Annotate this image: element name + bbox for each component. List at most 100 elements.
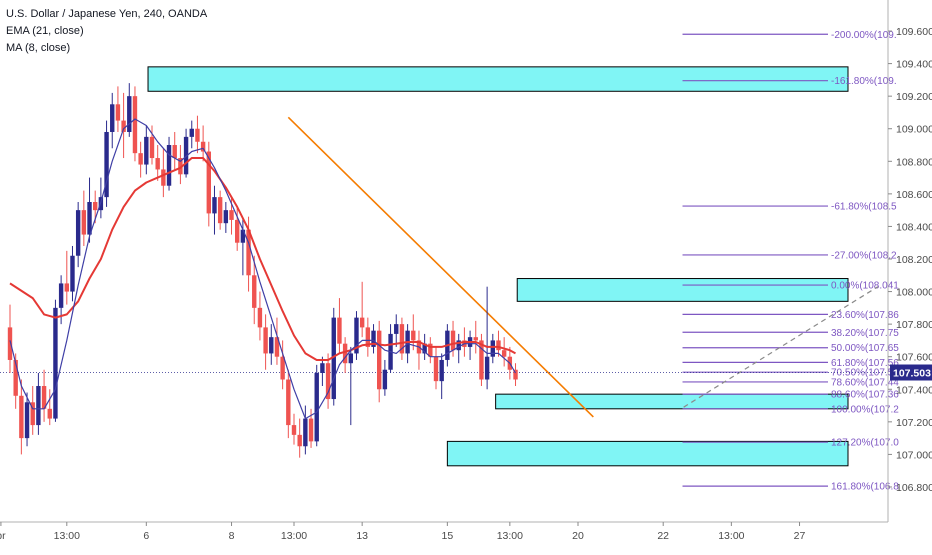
candle-body [280,356,285,380]
candle-body [166,145,172,186]
candle-body [30,402,35,426]
fib-level-label: 50.00%(107.65 [831,343,899,354]
candle-body [286,379,291,426]
trendline [287,116,594,418]
fib-level-label: 0.00%(108.041 [831,281,899,292]
price-axis-label: 109.200 [896,91,932,103]
candle-body [200,141,206,152]
candle-body [127,96,132,132]
fib-level-label: 38.20%(107.75 [831,328,899,339]
time-axis-label: 13 [356,530,368,542]
candle-body [303,418,308,447]
candle-body [212,197,217,214]
price-axis-label: 107.000 [896,449,932,461]
candle-body [382,369,388,390]
candle-body [138,153,143,165]
fib-level-label: 127.20%(107.0 [831,438,899,449]
candle-body [217,197,223,224]
time-axis-label: 13:00 [718,530,744,542]
price-zone-box [147,66,849,92]
candle-body [490,340,495,357]
candle-body [513,369,518,380]
candle-body [172,145,177,159]
fib-level-label: 161.80%(106.8 [831,482,899,493]
candle-body [257,307,263,328]
candle-body [144,136,149,165]
candle-body [354,317,359,354]
candle-body [189,128,194,137]
candle-body [149,136,155,159]
candle-body [206,151,211,214]
candle-body [308,418,314,442]
candle-body [399,324,405,354]
price-axis-label: 109.000 [896,124,932,136]
ema-21-line [9,157,516,361]
time-axis-label: pr [0,530,6,542]
fib-level-label: 100.00%(107.2 [831,404,899,415]
candle-body [450,330,456,351]
candle-body [178,158,183,175]
price-axis-label: 107.400 [896,384,932,396]
candle-body [246,229,251,276]
candle-body [297,434,302,447]
candle-body [479,340,484,380]
price-axis-label: 108.800 [896,156,932,168]
indicator-lines [9,118,517,420]
candle-body [348,353,353,364]
price-zones [147,66,849,467]
fib-level-label: -161.80%(109. [831,76,897,87]
candle-body [240,229,246,243]
candle-body [428,343,433,357]
candle-body [359,317,365,328]
price-axis-label: 107.800 [896,319,932,331]
candle-body [314,372,319,442]
candle-body [331,317,336,400]
candle-body [36,386,41,426]
candle-body [19,395,24,439]
price-axis-label: 108.000 [896,287,932,299]
price-axis-label: 108.400 [896,221,932,233]
ema-legend: EMA (21, close) [6,25,84,37]
candle-body [93,202,98,211]
candle-body [7,327,13,360]
ma-8-line [9,118,517,420]
price-zone-box [446,440,849,467]
fib-level-label: 23.60%(107.86 [831,310,899,321]
candle-body [223,210,229,224]
candle-body [365,327,371,347]
price-zone-box [495,393,849,410]
chart-legend: U.S. Dollar / Japanese Yen, 240, OANDA E… [6,6,207,57]
candle-body [263,327,268,354]
price-axis-label: 109.400 [896,59,932,71]
candle-body [377,330,382,390]
candle-body [439,359,444,382]
ma-legend: MA (8, close) [6,42,71,54]
price-axis-label: 107.200 [896,417,932,429]
axes: 106.800 107.000 107.200 107.400 107.600 107.8… [0,0,932,542]
candle-body [87,202,92,235]
fib-level-label: -200.00%(109. [831,30,897,41]
candle-body [371,330,376,347]
fib-level-label: 70.50%(107.50 [831,368,899,379]
candle-body [70,255,75,292]
fib-level-label: 61.80%(107.56 [831,358,899,369]
candle-body [496,340,501,351]
drawing-lines [0,116,888,418]
candle-body [229,210,234,220]
candle-body [64,283,69,292]
candle-body [252,275,257,308]
fib-level-label: -61.80%(108.5 [831,202,897,213]
fib-level-label: 78.60%(107.44 [831,377,899,388]
candle-body [195,128,200,142]
fibonacci-levels: 161.80%(106.8 127.20%(107.0 100.00%(107.2 8… [682,30,899,493]
candle-body [411,330,416,341]
time-axis-label: 15 [442,530,454,542]
time-axis-label: 13:00 [281,530,307,542]
candle-body [121,120,126,132]
candle-body [394,324,399,334]
candle-body [104,131,109,198]
price-axis-label: 108.600 [896,189,932,201]
time-axis-label: 22 [657,530,669,542]
